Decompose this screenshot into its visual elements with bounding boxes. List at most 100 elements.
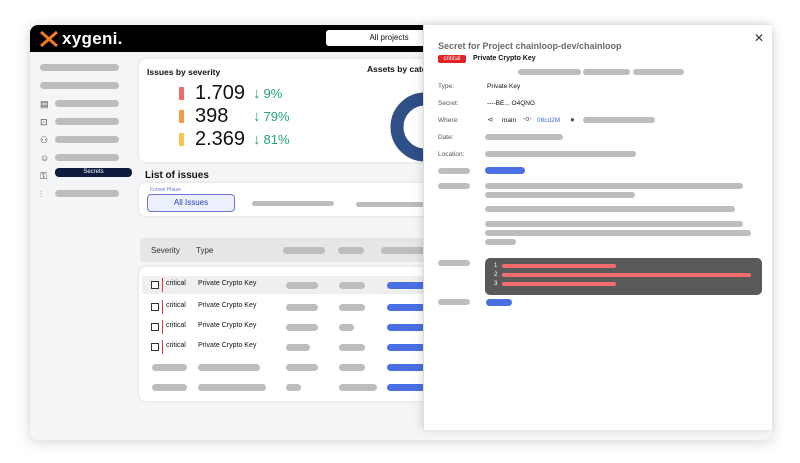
severity-row-medium[interactable]: 2.369 ↓ 81%: [179, 128, 290, 150]
column-placeholder[interactable]: [283, 247, 325, 254]
filter-tab-2[interactable]: [252, 201, 334, 206]
severity-row-critical[interactable]: 1.709 ↓ 9%: [179, 82, 282, 104]
logo-text: xygeni.: [62, 29, 123, 48]
severity-card-title: Issues by severity: [147, 67, 221, 77]
cell-link-placeholder[interactable]: [387, 324, 447, 331]
severity-percent: 79%: [263, 108, 290, 124]
detail-tag-placeholder: [518, 69, 581, 75]
flow-icon: ⚇: [40, 135, 49, 145]
arrow-down-icon: ↓: [253, 107, 261, 125]
column-type[interactable]: Type: [196, 246, 214, 255]
column-severity[interactable]: Severity: [151, 246, 180, 255]
type-value: Private Key: [487, 83, 521, 90]
detail-label-placeholder: [438, 168, 470, 174]
severity-percent: 9%: [263, 85, 283, 101]
close-icon[interactable]: ✕: [753, 31, 764, 45]
table-row[interactable]: critical Private Crypto Key: [142, 298, 447, 316]
severity-count: 1.709: [195, 81, 246, 104]
severity-percent: 81%: [263, 131, 290, 147]
detail-link-placeholder[interactable]: [486, 299, 512, 306]
detail-link-placeholder[interactable]: [485, 167, 525, 174]
cell-placeholder: [339, 364, 365, 371]
scan-icon: ⊡: [40, 117, 48, 127]
table-row[interactable]: [142, 358, 447, 376]
location-placeholder: [485, 151, 636, 157]
row-checkbox[interactable]: [151, 281, 159, 289]
sidebar-item-1[interactable]: [40, 64, 119, 71]
date-label: Date:: [438, 134, 454, 141]
cell-link-placeholder[interactable]: [387, 304, 447, 311]
user-icon: ●: [570, 115, 575, 124]
issues-title: List of issues: [145, 170, 209, 181]
severity-card: Issues by severity Assets by cate 1.709 …: [139, 59, 449, 162]
cell-placeholder: [286, 364, 318, 371]
detail-subtitle: Private Crypto Key: [473, 55, 536, 62]
severity-marker: [162, 320, 163, 334]
table-row[interactable]: [142, 378, 447, 396]
cell-placeholder: [339, 324, 354, 331]
code-line-redacted: [502, 273, 751, 277]
description-placeholder: [485, 221, 743, 227]
location-label: Location:: [438, 151, 465, 158]
detail-label-placeholder: [438, 260, 470, 266]
project-selector[interactable]: All projects: [326, 30, 452, 46]
row-severity: critical: [166, 302, 186, 309]
arrow-down-icon: ↓: [253, 130, 261, 148]
detail-title: Secret for Project chainloop-dev/chainlo…: [438, 41, 622, 51]
type-label: Type:: [438, 83, 454, 90]
tab-all-issues[interactable]: All Issues: [147, 194, 235, 212]
row-checkbox[interactable]: [151, 303, 159, 311]
detail-label-placeholder: [438, 183, 470, 189]
description-placeholder: [485, 192, 635, 198]
severity-marker: [162, 340, 163, 354]
sidebar-item-3[interactable]: [55, 100, 119, 107]
row-severity: critical: [166, 280, 186, 287]
severity-marker: [162, 278, 163, 292]
sidebar-item-7[interactable]: [55, 190, 119, 197]
detail-label-placeholder: [438, 299, 470, 305]
cell-placeholder: [286, 384, 301, 391]
table-row[interactable]: critical Private Crypto Key: [142, 276, 447, 294]
cell-link-placeholder[interactable]: [387, 344, 447, 351]
where-branch[interactable]: main: [502, 117, 517, 124]
row-checkbox[interactable]: [151, 323, 159, 331]
table-row[interactable]: critical Private Crypto Key: [142, 318, 447, 336]
where-label: Where:: [438, 117, 459, 124]
description-placeholder: [485, 239, 516, 245]
row-checkbox[interactable]: [151, 343, 159, 351]
cell-placeholder: [286, 324, 318, 331]
code-line-redacted: [502, 282, 616, 286]
cell-placeholder: [339, 344, 365, 351]
column-placeholder[interactable]: [338, 247, 364, 254]
sidebar-item-5[interactable]: [55, 136, 119, 143]
severity-row-high[interactable]: 398 ↓ 79%: [179, 105, 290, 127]
spy-icon: ☺: [40, 153, 50, 163]
severity-badge: critical: [438, 55, 466, 63]
table-row[interactable]: critical Private Crypto Key: [142, 338, 447, 356]
severity-count: 2.369: [195, 127, 246, 150]
sidebar: ▤ ⊡ ⚇ ☺ ⚿ Secrets ⫶: [30, 52, 132, 440]
sidebar-item-6[interactable]: [55, 154, 119, 161]
where-user-placeholder: [583, 117, 655, 123]
date-placeholder: [485, 134, 563, 140]
column-placeholder[interactable]: [381, 247, 436, 254]
where-commit[interactable]: 08cd2M: [537, 117, 561, 124]
cell-link-placeholder[interactable]: [387, 282, 447, 289]
cell-link-placeholder[interactable]: [387, 384, 447, 391]
sidebar-item-secrets[interactable]: Secrets: [55, 168, 132, 177]
filter-tab-3[interactable]: [356, 202, 426, 207]
sidebar-item-4[interactable]: [55, 118, 119, 125]
settings-sliders-icon: ⫶: [40, 189, 43, 199]
cell-link-placeholder[interactable]: [387, 364, 447, 371]
cell-placeholder: [152, 364, 187, 371]
arrow-down-icon: ↓: [253, 84, 261, 102]
cell-placeholder: [286, 344, 310, 351]
description-placeholder: [485, 206, 735, 212]
logo[interactable]: xygeni.: [40, 29, 123, 49]
row-type: Private Crypto Key: [198, 322, 257, 329]
row-type: Private Crypto Key: [198, 302, 257, 309]
cell-placeholder: [286, 282, 318, 289]
line-number: 3: [494, 281, 498, 287]
sidebar-item-2[interactable]: [40, 82, 119, 89]
detail-tag-placeholder: [583, 69, 630, 75]
